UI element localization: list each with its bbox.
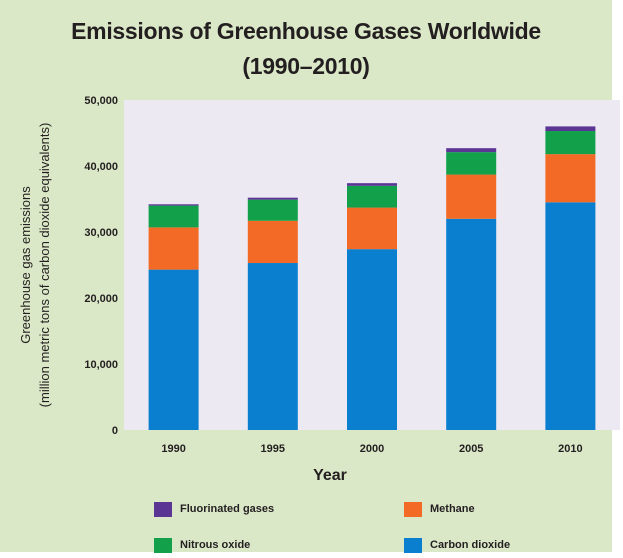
legend-item-fluorinated: Fluorinated gases	[154, 500, 274, 518]
bar-segment-carbon-dioxide-1995	[247, 263, 298, 430]
bar-segment-fluorinated-gases-1995	[247, 197, 298, 200]
y-axis-title-line1: Greenhouse gas emissions	[18, 186, 33, 344]
x-tick-label: 2000	[360, 443, 384, 455]
chart-title: Emissions of Greenhouse Gases Worldwide	[71, 18, 541, 44]
legend-swatch-carbon	[404, 537, 422, 553]
legend-item-carbon: Carbon dioxide	[404, 536, 510, 554]
bar-segment-nitrous-oxide-2005	[446, 152, 497, 175]
x-tick-label: 1990	[161, 443, 185, 455]
bar-segment-methane-1995	[247, 220, 298, 264]
bar-segment-nitrous-oxide-1990	[148, 205, 199, 228]
legend-label-nitrous: Nitrous oxide	[180, 539, 251, 551]
legend-item-methane: Methane	[404, 500, 475, 518]
bar-segment-carbon-dioxide-2005	[446, 218, 497, 430]
legend-label-methane: Methane	[430, 503, 475, 515]
legend-swatch-fluorinated	[154, 501, 172, 517]
x-axis-ticks: 1990 1995 2000 2005 2010	[161, 443, 582, 455]
y-tick-label: 30,000	[84, 227, 118, 239]
x-axis-title: Year	[313, 467, 347, 484]
y-tick-label: 20,000	[84, 293, 118, 305]
y-axis-ticks: 0 10,000 20,000 30,000 40,000 50,000	[84, 95, 118, 437]
chart-svg: 0 10,000 20,000 30,000 40,000 50,000 1990 1995…	[18, 95, 596, 484]
bar-segment-fluorinated-gases-2000	[347, 183, 397, 186]
bar-segment-fluorinated-gases-1990	[148, 204, 199, 206]
bar-segment-carbon-dioxide-2010	[545, 202, 596, 430]
bars-group	[148, 126, 596, 430]
x-tick-label: 2010	[558, 443, 582, 455]
bar-segment-carbon-dioxide-2000	[347, 249, 397, 430]
bar-segment-fluorinated-gases-2005	[446, 148, 497, 153]
bar-segment-carbon-dioxide-1990	[148, 269, 199, 430]
bar-segment-methane-1990	[148, 227, 199, 270]
bar-segment-methane-2000	[347, 207, 397, 250]
bar-segment-methane-2005	[446, 174, 497, 219]
legend-swatch-methane	[404, 501, 422, 517]
y-axis-title-line2: (million metric tons of carbon dioxide e…	[37, 123, 52, 408]
bar-segment-fluorinated-gases-2010	[545, 126, 596, 132]
bar-segment-methane-2010	[545, 154, 596, 203]
legend-label-fluorinated: Fluorinated gases	[180, 503, 275, 515]
x-tick-label: 2005	[459, 443, 483, 455]
bar-segment-nitrous-oxide-2010	[545, 131, 596, 155]
y-tick-label: 0	[112, 425, 118, 437]
chart-subtitle: (1990–2010)	[242, 53, 370, 79]
bar-segment-nitrous-oxide-1995	[247, 199, 298, 221]
y-tick-label: 40,000	[84, 161, 118, 173]
legend-swatch-nitrous	[154, 537, 172, 553]
legend-item-nitrous: Nitrous oxide	[154, 536, 250, 554]
y-tick-label: 50,000	[84, 95, 118, 107]
y-tick-label: 10,000	[84, 359, 118, 371]
legend-label-carbon: Carbon dioxide	[430, 539, 511, 551]
bar-segment-nitrous-oxide-2000	[347, 185, 397, 208]
x-tick-label: 1995	[261, 443, 285, 455]
